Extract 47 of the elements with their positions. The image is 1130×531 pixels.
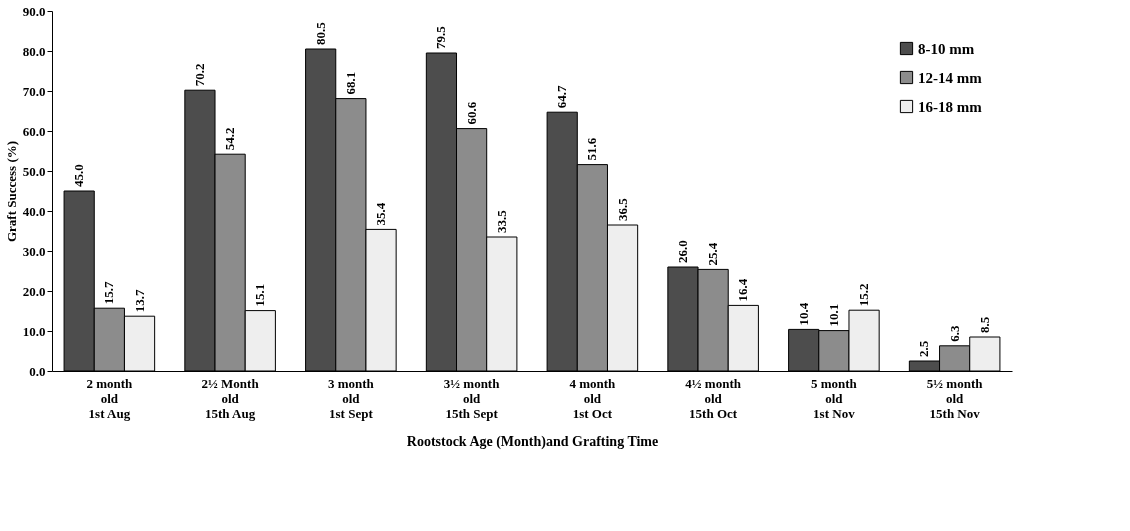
data-label: 36.5 [614,197,630,221]
y-tick-label: 20.0 [22,283,46,299]
data-label: 10.4 [795,302,811,326]
legend-label: 12-14 mm [918,69,983,86]
data-label: 45.0 [71,164,87,187]
data-label: 70.2 [191,63,207,87]
data-label: 8.5 [976,316,992,333]
data-label: 35.4 [373,202,389,226]
data-label: 25.4 [705,242,721,266]
data-label: 2.5 [916,340,932,357]
x-axis-title: Rootstock Age (Month)and Grafting Time [406,433,659,450]
legend-label: 16-18 mm [918,98,983,115]
y-tick-label: 30.0 [22,243,46,259]
y-tick-label: 0.0 [29,363,46,379]
data-label: 68.1 [342,71,358,95]
data-label: 6.3 [946,325,962,342]
y-tick-label: 90.0 [22,3,46,19]
data-label: 15.2 [856,283,872,307]
data-label: 60.6 [463,101,479,125]
x-tick-label: 5½ month old 15th Nov [926,375,984,421]
x-tick-label: 4½ month old 15th Oct [685,375,742,421]
y-axis-title: Graft Success (%) [3,140,19,243]
x-tick-label: 3½ month old 15th Sept [443,375,501,421]
data-label: 33.5 [493,209,509,233]
data-label: 10.1 [825,303,841,327]
legend-label: 8-10 mm [918,40,975,57]
x-tick-label: 2½ Month old 15th Aug [201,375,260,421]
y-tick-label: 70.0 [22,83,46,99]
x-tick-label: 2 month old 1st Aug [86,375,134,421]
data-label: 15.1 [252,283,268,307]
y-tick-label: 50.0 [22,163,46,179]
data-label: 54.2 [222,127,238,151]
data-label: 16.4 [735,278,751,302]
data-label: 80.5 [312,21,328,45]
x-tick-label: 3 month old 1st Sept [327,375,375,421]
y-tick-label: 80.0 [22,43,46,59]
data-label: 15.7 [101,280,117,305]
data-label: 51.6 [584,137,600,161]
data-label: 64.7 [554,84,570,109]
data-label: 26.0 [674,240,690,263]
x-tick-label: 4 month old 1st Oct [569,375,617,421]
data-label: 13.7 [131,288,147,313]
data-label: 79.5 [433,25,449,49]
y-tick-label: 10.0 [22,323,46,339]
y-tick-label: 40.0 [22,203,46,219]
x-tick-label: 5 month old 1st Nov [810,375,858,421]
y-tick-label: 60.0 [22,123,46,139]
